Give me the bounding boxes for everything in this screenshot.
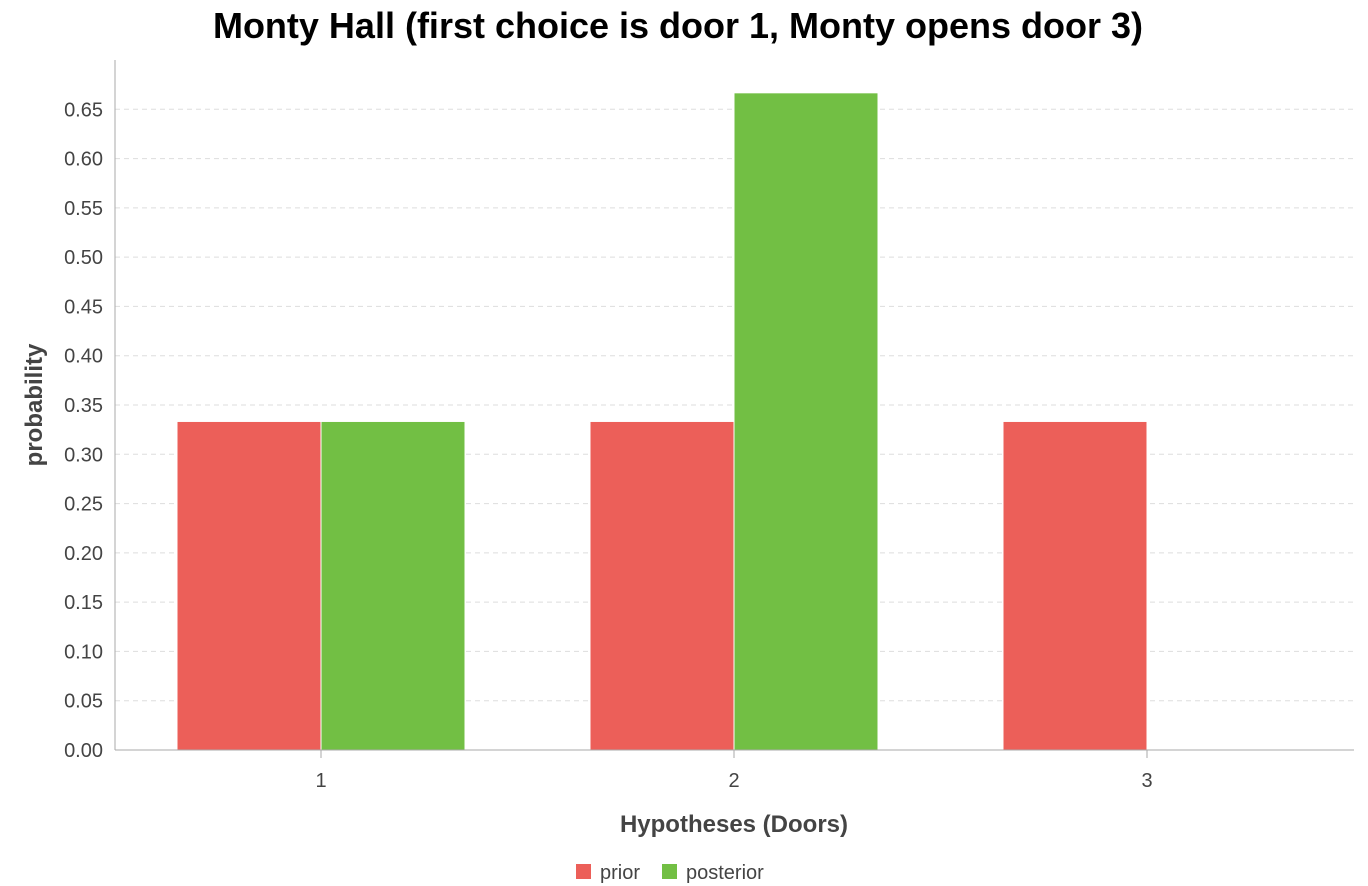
y-tick-label: 0.05 [64,691,103,713]
y-tick-label: 0.00 [64,740,103,762]
x-axis-label: Hypotheses (Doors) [620,811,848,838]
legend-label-posterior: posterior [686,862,764,884]
legend: prior posterior [576,862,764,884]
y-tick-label: 0.55 [64,198,103,220]
y-tick-label: 0.25 [64,494,103,516]
x-tick-label: 1 [315,770,326,792]
bar-prior-1 [176,420,322,751]
bar-prior-2 [589,420,735,751]
y-tick-label: 0.50 [64,247,103,269]
y-tick-label: 0.40 [64,346,103,368]
legend-swatch-posterior [662,864,677,879]
y-tick-label: 0.10 [64,641,103,663]
chart-title: Monty Hall (first choice is door 1, Mont… [213,5,1143,46]
y-tick-label: 0.30 [64,444,103,466]
y-tick-label: 0.20 [64,543,103,565]
x-tick-label: 2 [728,770,739,792]
legend-swatch-prior [576,864,591,879]
y-tick-label: 0.35 [64,395,103,417]
bar-posterior-2 [733,92,879,751]
x-tick-label: 3 [1141,770,1152,792]
x-axis-ticks: 1 2 3 [315,750,1153,792]
legend-label-prior: prior [600,862,640,884]
bar-prior-3 [1002,420,1148,751]
y-axis-ticks: 0.00 0.05 0.10 0.15 0.20 0.25 0.30 0.35 0.40 0.45… [64,99,103,762]
y-tick-label: 0.60 [64,149,103,171]
bars [176,92,1148,751]
bar-posterior-1 [320,420,466,751]
y-axis-label: probability [21,343,48,466]
y-tick-label: 0.45 [64,296,103,318]
y-tick-label: 0.65 [64,99,103,121]
y-tick-label: 0.15 [64,592,103,614]
